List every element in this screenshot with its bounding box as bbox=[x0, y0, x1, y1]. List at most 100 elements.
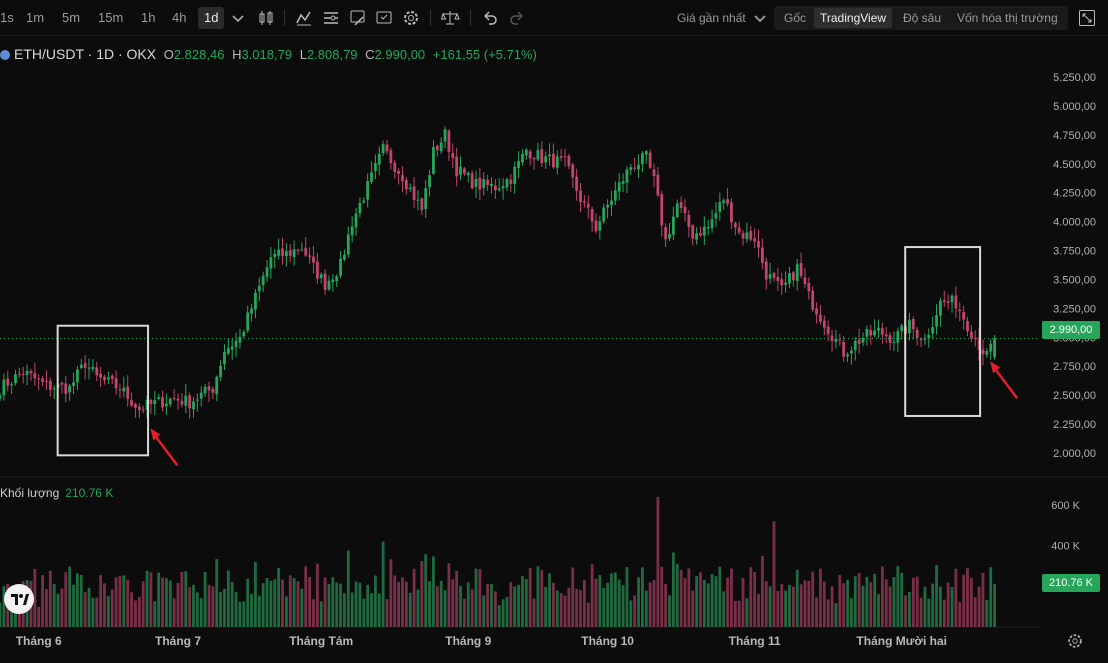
volume-bar bbox=[613, 572, 617, 627]
interval-1s[interactable]: 1s bbox=[0, 10, 14, 25]
volume-legend: Khối lượng 210.76 K bbox=[0, 486, 113, 500]
fullscreen-icon[interactable] bbox=[1077, 8, 1097, 28]
volume-bar bbox=[780, 584, 784, 627]
volume-bar bbox=[459, 585, 462, 627]
volume-bar bbox=[56, 593, 60, 627]
gear-icon[interactable] bbox=[401, 8, 421, 28]
time-axis-tick: Tháng 9 bbox=[445, 634, 491, 648]
chevron-down-icon[interactable] bbox=[228, 8, 244, 28]
chart-settings-icon[interactable] bbox=[1066, 632, 1084, 650]
volume-bar bbox=[137, 596, 141, 627]
drawing-icon[interactable] bbox=[348, 8, 368, 28]
volume-bar bbox=[811, 571, 815, 627]
volume-label[interactable]: Khối lượng bbox=[0, 486, 60, 500]
volume-bar bbox=[985, 599, 989, 627]
candle-body bbox=[482, 179, 486, 188]
volume-bar bbox=[33, 568, 37, 627]
indicator-icon[interactable] bbox=[294, 8, 314, 28]
volume-bar bbox=[76, 573, 79, 627]
volume-bar bbox=[850, 598, 853, 627]
candle-body bbox=[791, 272, 795, 281]
volume-bar bbox=[68, 566, 72, 627]
scale-icon[interactable] bbox=[440, 8, 460, 28]
high-label: H bbox=[232, 47, 242, 62]
settings-list-icon[interactable] bbox=[321, 8, 341, 28]
interval-1h[interactable]: 1h bbox=[141, 10, 156, 25]
annotation-box bbox=[56, 324, 150, 457]
candle-body bbox=[354, 213, 358, 228]
volume-bar bbox=[408, 592, 412, 627]
volume-bar bbox=[366, 584, 370, 627]
volume-bar bbox=[776, 590, 780, 627]
view-do-sau[interactable]: Độ sâu bbox=[903, 11, 942, 25]
candle-body bbox=[513, 166, 517, 184]
candle-body bbox=[637, 164, 640, 170]
interval-1m[interactable]: 1m bbox=[26, 10, 45, 25]
tradingview-logo-icon[interactable] bbox=[4, 584, 34, 614]
candle-body bbox=[277, 249, 281, 256]
volume-bar bbox=[195, 592, 199, 627]
volume-bar bbox=[648, 582, 652, 627]
price-source-select[interactable]: Giá gần nhất bbox=[677, 11, 746, 25]
candle-body bbox=[83, 363, 87, 368]
candle-body bbox=[211, 389, 215, 393]
candle-body bbox=[447, 130, 451, 152]
volume-bar bbox=[691, 590, 695, 627]
candle-body bbox=[134, 404, 137, 408]
candle-body bbox=[64, 383, 68, 395]
time-axis-tick: Tháng 10 bbox=[581, 634, 634, 648]
candle-body bbox=[869, 330, 873, 336]
candle-body bbox=[733, 223, 737, 228]
candle-body bbox=[319, 274, 323, 278]
template-icon[interactable] bbox=[374, 8, 394, 28]
candle-body bbox=[764, 261, 768, 280]
volume-bar bbox=[110, 589, 114, 627]
candle-body bbox=[919, 338, 923, 341]
candle-body bbox=[48, 380, 52, 390]
interval-5m[interactable]: 5m bbox=[62, 10, 81, 25]
volume-bar bbox=[192, 584, 195, 627]
candle-body bbox=[188, 395, 192, 409]
volume-bar bbox=[927, 598, 931, 627]
volume-bar bbox=[261, 583, 265, 627]
volume-bar bbox=[188, 587, 192, 627]
candle-body bbox=[993, 338, 996, 358]
volume-bar bbox=[699, 572, 702, 627]
volume-bar bbox=[257, 595, 261, 627]
undo-icon[interactable] bbox=[480, 8, 500, 28]
candle-type-icon[interactable] bbox=[256, 8, 276, 28]
interval-4h[interactable]: 4h bbox=[172, 10, 187, 25]
symbol-label[interactable]: ETH/USDT · 1D · OKX bbox=[14, 46, 157, 62]
volume-bar bbox=[679, 570, 683, 627]
candle-body bbox=[807, 282, 811, 292]
price-axis-tick: 5.250,00 bbox=[1053, 72, 1096, 84]
candle-body bbox=[617, 182, 621, 192]
volume-bar bbox=[861, 585, 865, 627]
candle-body bbox=[168, 398, 172, 405]
candle-body bbox=[656, 174, 660, 196]
volume-bar bbox=[250, 593, 253, 627]
view-goc[interactable]: Gốc bbox=[784, 11, 807, 25]
current-price-tag: 2.990,00 bbox=[1042, 321, 1100, 339]
candle-body bbox=[91, 366, 95, 370]
view-von-hoa[interactable]: Vốn hóa thị trường bbox=[957, 11, 1058, 25]
candle-body bbox=[815, 308, 818, 315]
candle-body bbox=[203, 386, 207, 394]
interval-1d[interactable]: 1d bbox=[198, 7, 225, 29]
volume-bar bbox=[815, 597, 818, 627]
volume-bar bbox=[846, 579, 849, 627]
redo-icon[interactable] bbox=[507, 8, 527, 28]
volume-bar bbox=[134, 600, 137, 627]
candle-body bbox=[989, 343, 993, 352]
view-tradingview[interactable]: TradingView bbox=[814, 8, 893, 28]
volume-bar bbox=[505, 596, 509, 627]
volume-bar bbox=[381, 541, 385, 627]
candle-body bbox=[250, 308, 253, 314]
chevron-down-icon[interactable] bbox=[750, 8, 766, 28]
volume-bar bbox=[904, 595, 907, 627]
interval-15m[interactable]: 15m bbox=[98, 10, 124, 25]
candle-body bbox=[757, 240, 760, 248]
candle-body bbox=[691, 225, 695, 239]
volume-bar bbox=[544, 586, 548, 627]
